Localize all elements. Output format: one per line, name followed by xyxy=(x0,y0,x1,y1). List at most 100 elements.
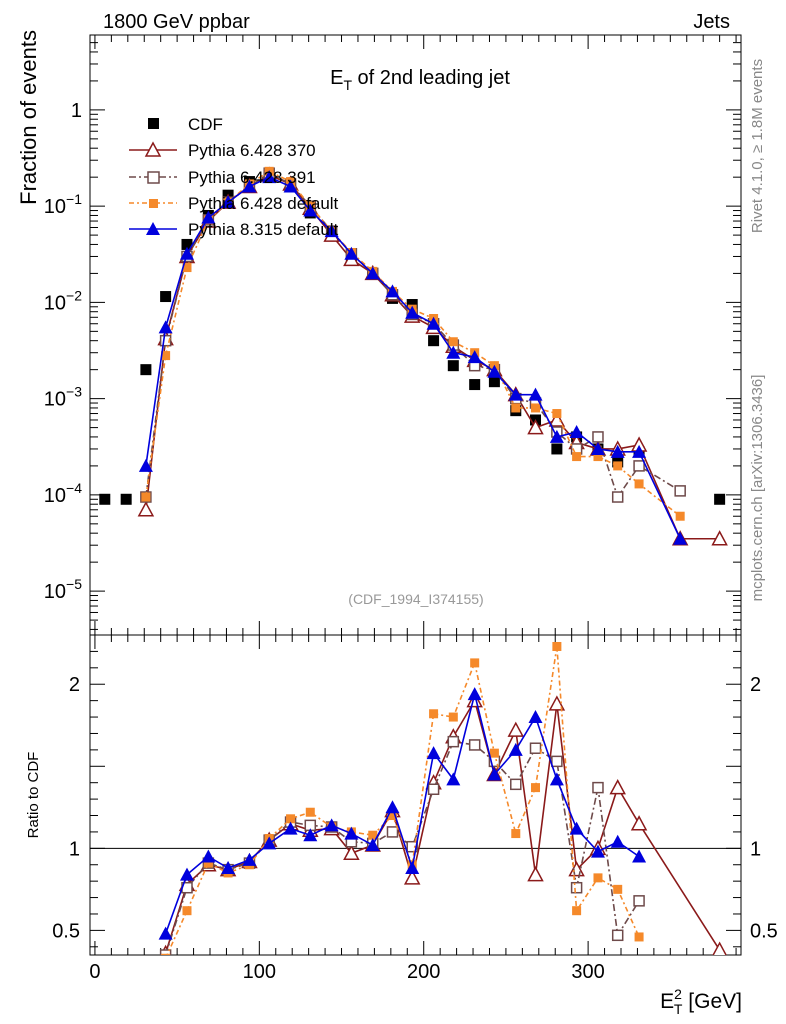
data-point xyxy=(592,781,604,794)
data-point xyxy=(387,811,397,821)
legend-item-py6-default: Pythia 6.428 default xyxy=(129,194,339,213)
data-point xyxy=(487,767,502,781)
main-axis-ticks xyxy=(90,34,741,635)
data-point xyxy=(551,755,563,768)
data-point xyxy=(182,906,192,916)
data-point xyxy=(673,531,688,545)
data-point xyxy=(508,387,523,401)
data-point xyxy=(262,836,277,850)
data-point xyxy=(632,444,647,458)
ratio-xtick-label: 100 xyxy=(243,961,276,983)
data-point xyxy=(406,299,418,311)
data-point xyxy=(572,906,582,916)
data-point xyxy=(446,345,461,359)
legend-marker-py6-391 xyxy=(147,171,160,184)
data-point xyxy=(140,364,152,376)
data-point xyxy=(179,867,194,881)
ratio-xtick-label: 0 xyxy=(89,961,100,983)
data-point xyxy=(448,337,458,347)
data-point xyxy=(99,493,111,505)
ratio-ylabel: Ratio to CDF xyxy=(25,752,42,839)
data-point xyxy=(137,501,155,517)
legend-marker-py6-370 xyxy=(144,141,162,157)
ratio-ytick-label-right: 1 xyxy=(750,838,761,860)
data-point xyxy=(467,687,482,701)
data-point xyxy=(344,246,359,260)
data-point xyxy=(569,821,584,835)
data-point xyxy=(405,305,420,319)
data-point xyxy=(158,926,173,940)
data-point xyxy=(428,335,440,347)
data-point xyxy=(590,441,605,455)
ratio-y-tick-labels: 0.5 0.5 1 1 2 2 xyxy=(52,674,778,942)
main-ytick-label: 1 xyxy=(71,100,82,122)
series-pythia-8-315-default xyxy=(158,687,647,940)
data-point xyxy=(531,403,541,413)
data-point xyxy=(593,452,603,462)
ratio-ytick-label-left: 2 xyxy=(69,674,80,696)
data-point xyxy=(448,712,458,722)
legend-label-cdf: CDF xyxy=(188,115,223,134)
data-point xyxy=(632,849,647,863)
data-point xyxy=(368,830,378,840)
data-point xyxy=(507,721,525,737)
data-point xyxy=(161,953,171,955)
ratio-series-clipped xyxy=(158,641,727,955)
data-point xyxy=(467,350,482,364)
legend: CDF Pythia 6.428 370 Pythia 6.428 391 Py… xyxy=(129,115,339,239)
data-point xyxy=(179,246,194,260)
data-point xyxy=(528,387,543,401)
data-point xyxy=(570,881,583,894)
data-point xyxy=(548,411,566,427)
main-ytick-label: 10−1 xyxy=(44,191,82,218)
mcplots-label: mcplots.cern.ch [arXiv:1306.3436] xyxy=(749,375,766,602)
data-point xyxy=(303,828,318,842)
legend-label-py6-default: Pythia 6.428 default xyxy=(188,194,339,213)
data-point xyxy=(613,461,623,471)
legend-label-py6-391: Pythia 6.428 391 xyxy=(188,168,316,187)
data-point xyxy=(324,818,339,832)
data-point xyxy=(120,493,132,505)
ratio-ytick-label-right: 2 xyxy=(750,674,761,696)
data-point xyxy=(324,224,339,238)
data-point xyxy=(447,735,460,748)
data-point xyxy=(158,320,173,334)
legend-item-py8-default: Pythia 8.315 default xyxy=(129,220,339,239)
ratio-ytick-label-left: 1 xyxy=(69,838,80,860)
main-y-tick-labels: 1 10−1 10−2 10−3 10−4 10−5 xyxy=(44,100,82,603)
data-point xyxy=(141,492,151,502)
data-point xyxy=(511,403,521,413)
data-point xyxy=(426,746,441,760)
data-point xyxy=(712,941,727,955)
legend-label-py8-default: Pythia 8.315 default xyxy=(188,220,339,239)
main-series-clipped xyxy=(99,166,728,546)
data-point xyxy=(406,840,418,853)
data-point xyxy=(303,203,318,217)
data-point xyxy=(610,444,625,458)
data-point xyxy=(675,511,685,521)
data-point xyxy=(609,779,626,795)
ratio-ytick-label-left: 0.5 xyxy=(52,920,80,942)
data-point xyxy=(529,742,542,754)
data-point xyxy=(552,641,562,651)
data-point xyxy=(528,710,543,724)
watermark: (CDF_1994_I374155) xyxy=(348,591,483,607)
data-point xyxy=(405,861,420,875)
data-point xyxy=(634,932,644,942)
legend-item-py6-391: Pythia 6.428 391 xyxy=(129,168,316,187)
data-point xyxy=(365,266,380,280)
data-point xyxy=(633,460,645,472)
data-point xyxy=(511,829,521,839)
ratio-xtick-label: 300 xyxy=(571,961,604,983)
legend-marker-py6-default xyxy=(149,199,158,208)
main-ytick-label: 10−2 xyxy=(44,287,82,314)
data-point xyxy=(549,772,564,786)
data-point xyxy=(572,452,582,462)
data-point xyxy=(446,772,461,786)
data-point xyxy=(552,409,562,419)
ratio-xtick-label: 200 xyxy=(407,961,440,983)
data-point xyxy=(385,800,400,814)
ratio-series-group xyxy=(158,641,727,955)
data-point xyxy=(487,364,502,378)
data-point xyxy=(283,821,298,835)
